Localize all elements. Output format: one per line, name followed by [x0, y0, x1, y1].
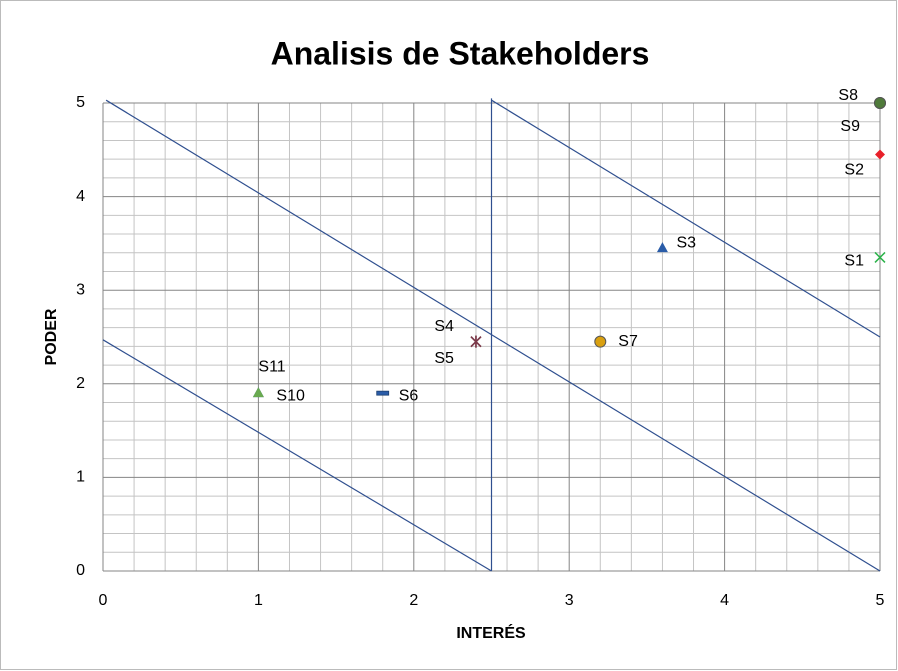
point-label: S10	[276, 387, 305, 404]
divider-line	[105, 99, 881, 572]
y-tick-label: 2	[76, 375, 85, 392]
point-label: S7	[618, 333, 638, 350]
point-label: S11	[258, 358, 285, 375]
chart-title: Analisis de Stakeholders	[271, 35, 650, 71]
point-label: S2	[844, 162, 864, 179]
divider-line	[102, 339, 492, 572]
x-tick-label: 1	[254, 592, 263, 609]
marker	[376, 390, 390, 396]
x-axis-title: INTERÉS	[456, 623, 526, 642]
point-label: S1	[844, 253, 864, 270]
y-tick-label: 3	[76, 281, 85, 298]
y-axis-title: PODER	[43, 308, 60, 365]
marker	[252, 387, 264, 398]
x-tick-label: 5	[876, 592, 885, 609]
marker	[594, 335, 607, 348]
x-tick-label: 4	[720, 592, 729, 609]
point-label: S3	[676, 234, 696, 251]
marker	[874, 251, 886, 263]
point-label: S5	[434, 350, 454, 367]
point-label: S8	[838, 87, 858, 104]
y-tick-label: 0	[76, 562, 85, 579]
marker	[656, 242, 668, 253]
point-label: S9	[840, 118, 860, 135]
x-tick-label: 0	[99, 592, 108, 609]
marker	[470, 335, 482, 348]
marker	[875, 149, 885, 160]
point-label: S4	[434, 318, 454, 335]
y-tick-label: 4	[76, 188, 85, 205]
y-tick-label: 1	[76, 469, 85, 486]
x-tick-label: 2	[409, 592, 418, 609]
y-tick-label: 5	[76, 94, 85, 111]
x-tick-label: 3	[565, 592, 574, 609]
marker	[874, 97, 886, 109]
divider-line	[491, 99, 881, 338]
point-label: S6	[399, 387, 419, 404]
